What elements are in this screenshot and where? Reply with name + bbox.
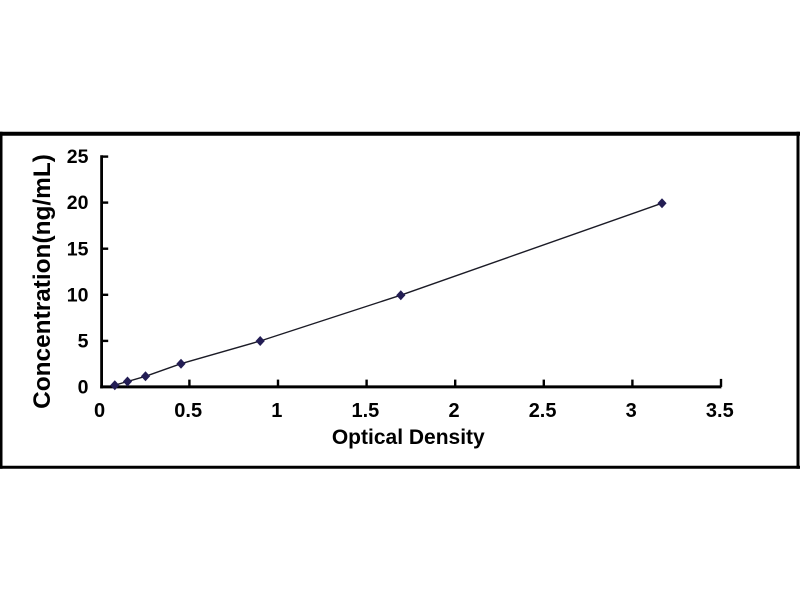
svg-text:3.5: 3.5 [706, 400, 734, 422]
svg-text:1.5: 1.5 [351, 400, 379, 422]
svg-text:2.5: 2.5 [529, 400, 557, 422]
svg-text:10: 10 [67, 284, 89, 306]
svg-text:25: 25 [67, 146, 89, 168]
svg-text:20: 20 [67, 192, 89, 214]
svg-text:0: 0 [78, 377, 89, 399]
svg-text:2: 2 [448, 400, 459, 422]
svg-text:0: 0 [94, 400, 105, 422]
svg-text:0.5: 0.5 [174, 400, 202, 422]
svg-text:3: 3 [626, 400, 637, 422]
svg-text:15: 15 [67, 238, 89, 260]
svg-text:Optical Density: Optical Density [332, 426, 485, 449]
svg-text:Concentration(ng/mL): Concentration(ng/mL) [29, 154, 56, 409]
svg-text:5: 5 [78, 331, 89, 353]
svg-text:1: 1 [271, 400, 282, 422]
